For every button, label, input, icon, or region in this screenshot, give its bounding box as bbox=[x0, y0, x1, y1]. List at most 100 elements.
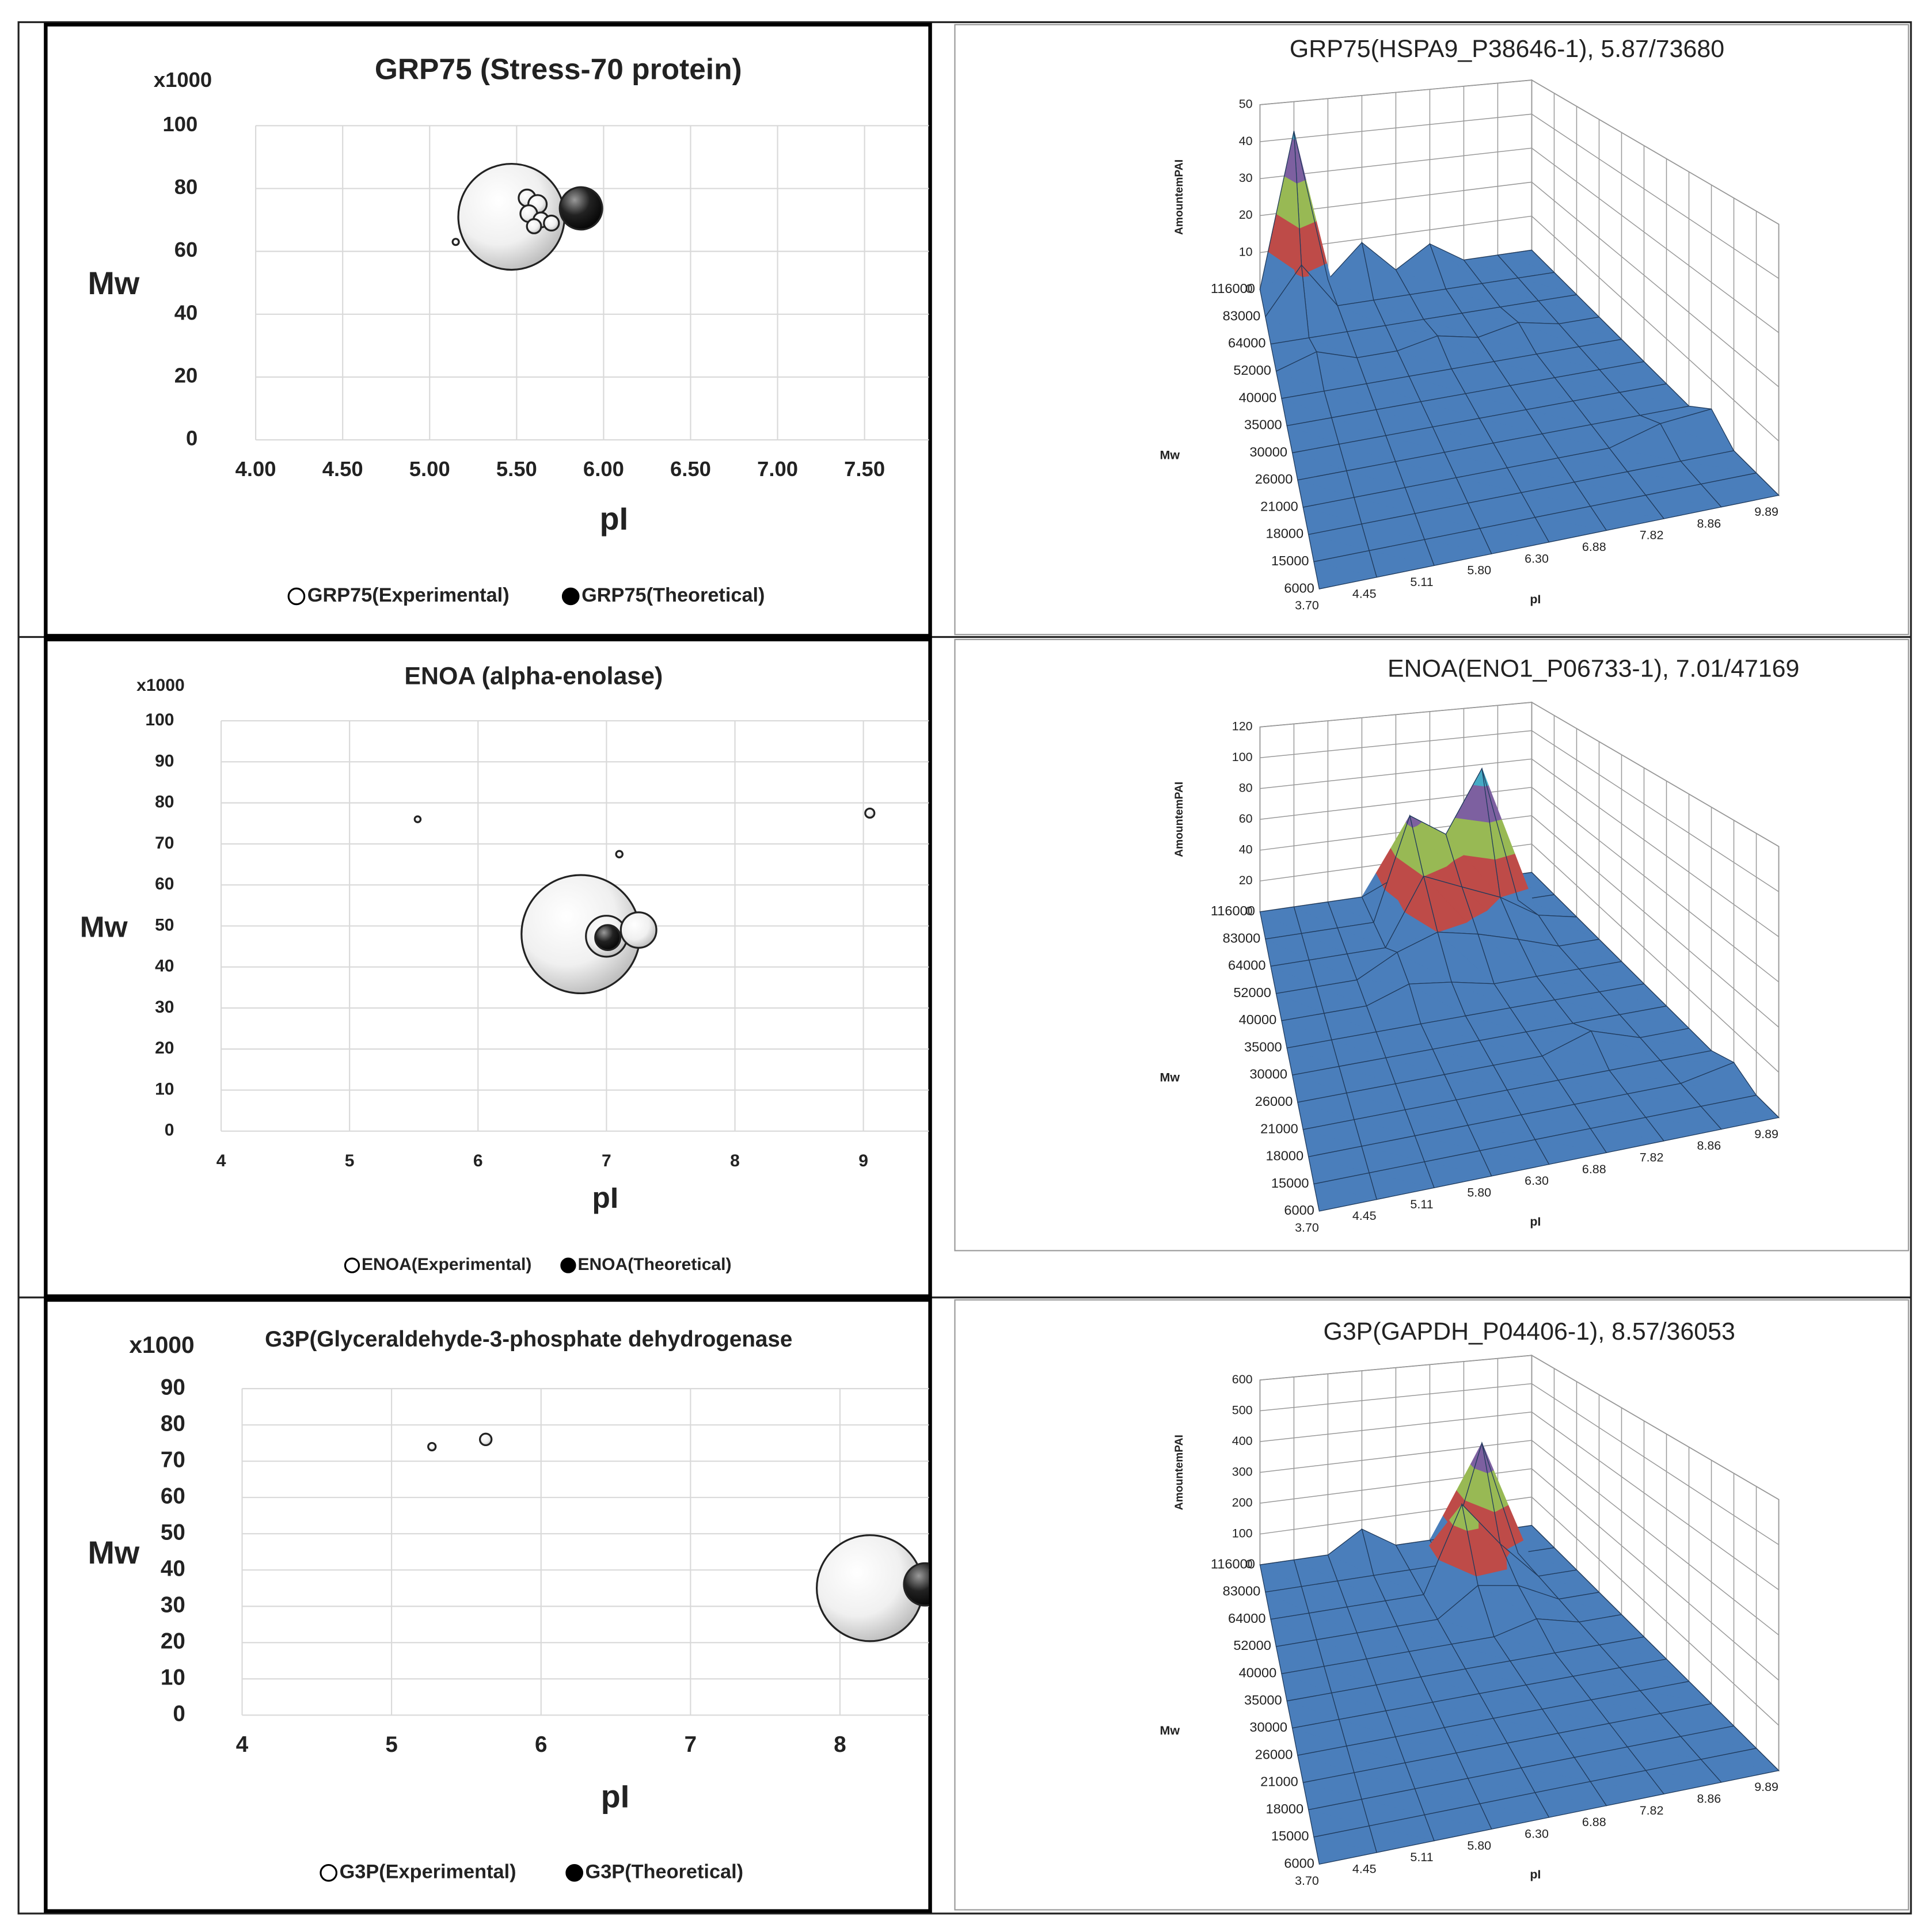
y-tick-label: 60 bbox=[161, 1484, 185, 1508]
y-tick-label: 20 bbox=[174, 364, 198, 387]
y-tick-label: 50 bbox=[161, 1520, 185, 1545]
bubble bbox=[558, 186, 603, 231]
panel-frame bbox=[954, 638, 1909, 1252]
bubble bbox=[451, 238, 460, 246]
y-tick-label: 26000 bbox=[1255, 1747, 1293, 1762]
y-tick-label: 0 bbox=[173, 1702, 185, 1726]
x-tick-label: 3.70 bbox=[1295, 599, 1319, 613]
bubble bbox=[413, 815, 422, 823]
legend-label: ENOA(Experimental) bbox=[362, 1255, 531, 1274]
z-tick-label: 200 bbox=[1232, 1496, 1253, 1509]
legend-marker bbox=[560, 1257, 576, 1273]
y-tick-label: 10 bbox=[161, 1665, 185, 1690]
z-tick-label: 80 bbox=[1239, 781, 1253, 794]
grid-line bbox=[1260, 113, 1779, 279]
x-tick-label: 4 bbox=[236, 1732, 249, 1757]
x-tick-label: 7.82 bbox=[1640, 1151, 1664, 1165]
z-axis-label: AmountemPAI bbox=[1173, 1435, 1185, 1510]
y-tick-label: 100 bbox=[162, 112, 197, 136]
z-axis-label: AmountemPAI bbox=[1173, 782, 1185, 857]
surface-chart: G3P(GAPDH_P04406-1), 8.57/36053 0 100 200 30… bbox=[1160, 1318, 1780, 1888]
grid-line bbox=[1260, 815, 1780, 1028]
x-tick-label: 4.50 bbox=[322, 457, 363, 481]
y-tick-label: 100 bbox=[145, 710, 174, 729]
y-tick-label: 83000 bbox=[1223, 1584, 1261, 1599]
z-tick-label: 400 bbox=[1232, 1434, 1253, 1448]
x-tick-label: 7 bbox=[602, 1151, 611, 1170]
y-tick-label: 40 bbox=[174, 301, 198, 324]
x-tick-label: 7.50 bbox=[844, 457, 885, 481]
y-axis-label: Mw bbox=[1160, 1070, 1180, 1084]
grid-line bbox=[1260, 1496, 1780, 1726]
z-tick-label: 20 bbox=[1239, 208, 1253, 222]
x-tick-label: 8 bbox=[730, 1151, 740, 1170]
y-tick-label: 21000 bbox=[1260, 1774, 1298, 1789]
x-tick-label: 9.89 bbox=[1754, 1780, 1778, 1794]
legend-marker bbox=[565, 1863, 584, 1882]
y-tick-label: 40 bbox=[155, 957, 174, 976]
z-tick-label: 40 bbox=[1239, 134, 1253, 148]
y-tick-label: 26000 bbox=[1255, 471, 1293, 486]
axis-annotation: x1000 bbox=[129, 1332, 194, 1358]
grid-line bbox=[1260, 147, 1779, 333]
x-tick-label: 5 bbox=[385, 1732, 397, 1757]
y-tick-label: 15000 bbox=[1271, 1176, 1309, 1191]
z-tick-label: 40 bbox=[1239, 842, 1253, 856]
bubble bbox=[427, 1442, 437, 1452]
panel-frame bbox=[44, 637, 932, 1298]
legend-label: ENOA(Theoretical) bbox=[577, 1255, 731, 1274]
x-axis-label: pI bbox=[1530, 1215, 1541, 1229]
x-tick-label: 7.82 bbox=[1640, 528, 1664, 542]
y-tick-label: 40 bbox=[161, 1556, 185, 1581]
x-tick-label: 7.82 bbox=[1640, 1804, 1664, 1817]
x-tick-label: 8.86 bbox=[1697, 1139, 1721, 1153]
y-tick-label: 70 bbox=[161, 1447, 185, 1472]
chart-title: G3P(Glyceraldehyde-3-phosphate dehydroge… bbox=[265, 1327, 792, 1352]
y-tick-label: 52000 bbox=[1233, 363, 1271, 378]
grid-line bbox=[1260, 730, 1779, 892]
y-tick-label: 90 bbox=[161, 1375, 185, 1399]
z-tick-label: 20 bbox=[1239, 873, 1253, 887]
bubble-chart: G3P(Glyceraldehyde-3-phosphate dehydroge… bbox=[88, 1327, 929, 1882]
y-tick-label: 30000 bbox=[1249, 444, 1287, 459]
chart-title: GRP75(HSPA9_P38646-1), 5.87/73680 bbox=[1290, 35, 1724, 63]
y-tick-label: 83000 bbox=[1223, 308, 1261, 323]
x-tick-label: 4 bbox=[216, 1151, 226, 1170]
y-tick-label: 15000 bbox=[1271, 553, 1309, 568]
y-tick-label: 18000 bbox=[1265, 1148, 1303, 1163]
y-tick-label: 0 bbox=[186, 427, 197, 450]
z-tick-label: 60 bbox=[1239, 812, 1253, 826]
z-tick-label: 10 bbox=[1239, 245, 1253, 258]
x-tick-label: 4.45 bbox=[1352, 1862, 1377, 1876]
bubble bbox=[478, 1432, 493, 1447]
y-tick-label: 6000 bbox=[1284, 1203, 1314, 1218]
grid-line bbox=[1260, 702, 1779, 847]
y-tick-label: 18000 bbox=[1265, 526, 1303, 541]
panel-frame bbox=[44, 1298, 932, 1913]
x-tick-label: 5.11 bbox=[1410, 1197, 1433, 1211]
bubble bbox=[864, 807, 876, 819]
x-tick-label: 6.00 bbox=[583, 457, 624, 481]
x-axis-label: pI bbox=[600, 501, 629, 537]
mesh-line bbox=[1313, 1172, 1377, 1212]
chart-title: ENOA(ENO1_P06733-1), 7.01/47169 bbox=[1388, 655, 1799, 683]
panel-frame bbox=[954, 24, 1909, 636]
y-tick-label: 80 bbox=[161, 1411, 185, 1436]
y-tick-label: 116000 bbox=[1211, 1556, 1255, 1571]
y-tick-label: 90 bbox=[155, 751, 174, 770]
panel-frame bbox=[954, 1299, 1909, 1911]
bubble bbox=[594, 924, 622, 952]
y-tick-label: 30000 bbox=[1249, 1067, 1287, 1082]
x-tick-label: 7.00 bbox=[757, 457, 798, 481]
y-axis-label: Mw bbox=[88, 1535, 140, 1570]
bubble-chart: GRP75 (Stress-70 protein) x1000 Mw pI 0 20 40 6… bbox=[88, 52, 929, 606]
y-tick-label: 30 bbox=[161, 1592, 185, 1617]
y-tick-label: 35000 bbox=[1244, 1039, 1282, 1054]
bubble bbox=[619, 911, 657, 949]
bubble bbox=[526, 218, 542, 234]
y-tick-label: 40000 bbox=[1239, 1665, 1277, 1680]
z-tick-label: 600 bbox=[1232, 1372, 1253, 1386]
y-tick-label: 64000 bbox=[1228, 336, 1266, 351]
x-tick-label: 6.30 bbox=[1525, 1174, 1549, 1188]
